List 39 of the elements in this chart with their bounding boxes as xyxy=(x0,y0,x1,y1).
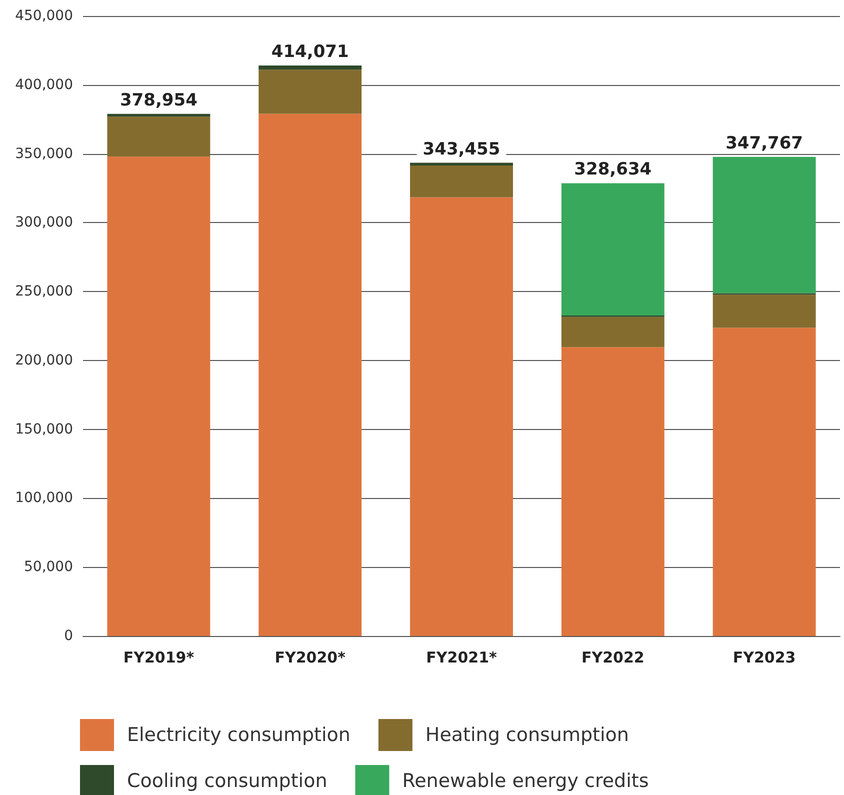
legend-label: Cooling consumption xyxy=(127,770,328,792)
y-tick-label: 150,000 xyxy=(15,421,73,438)
bar xyxy=(712,294,816,328)
y-tick-label: 200,000 xyxy=(15,352,73,368)
bar xyxy=(258,70,362,114)
y-tick-label: 300,000 xyxy=(15,214,73,231)
bar xyxy=(561,183,664,316)
legend-label: Electricity consumption xyxy=(127,724,350,746)
x-tick-label: FY2023 xyxy=(732,648,796,666)
bar xyxy=(410,166,513,198)
x-tick-label: FY2020* xyxy=(274,648,346,666)
y-tick-label: 50,000 xyxy=(24,559,73,576)
y-tick-label: 450,000 xyxy=(15,8,73,24)
legend-label: Heating consumption xyxy=(425,724,629,746)
y-tick-label: 400,000 xyxy=(15,76,73,93)
x-tick-label: FY2021* xyxy=(426,648,498,666)
bar xyxy=(258,114,362,636)
total-label: 343,455 xyxy=(422,139,500,160)
bar xyxy=(561,347,664,636)
y-tick-label: 100,000 xyxy=(15,490,73,506)
y-tick-label: 0 xyxy=(64,628,73,644)
y-tick-label: 250,000 xyxy=(15,284,73,300)
bar xyxy=(410,197,513,636)
total-label: 328,634 xyxy=(574,160,652,180)
bar xyxy=(712,328,816,636)
total-label: 414,071 xyxy=(271,42,349,62)
x-tick-label: FY2022 xyxy=(581,648,644,666)
bar xyxy=(410,162,513,166)
x-tick-label: FY2019* xyxy=(123,648,194,666)
bar xyxy=(107,156,210,636)
y-tick-label: 350,000 xyxy=(15,146,73,162)
legend-label: Renewable energy credits xyxy=(402,770,649,792)
bar xyxy=(107,116,210,157)
bar xyxy=(107,114,210,117)
bar xyxy=(561,316,664,348)
total-label: 347,767 xyxy=(726,133,804,154)
total-label: 378,954 xyxy=(120,90,198,110)
bar xyxy=(712,156,816,294)
bar xyxy=(258,66,362,70)
